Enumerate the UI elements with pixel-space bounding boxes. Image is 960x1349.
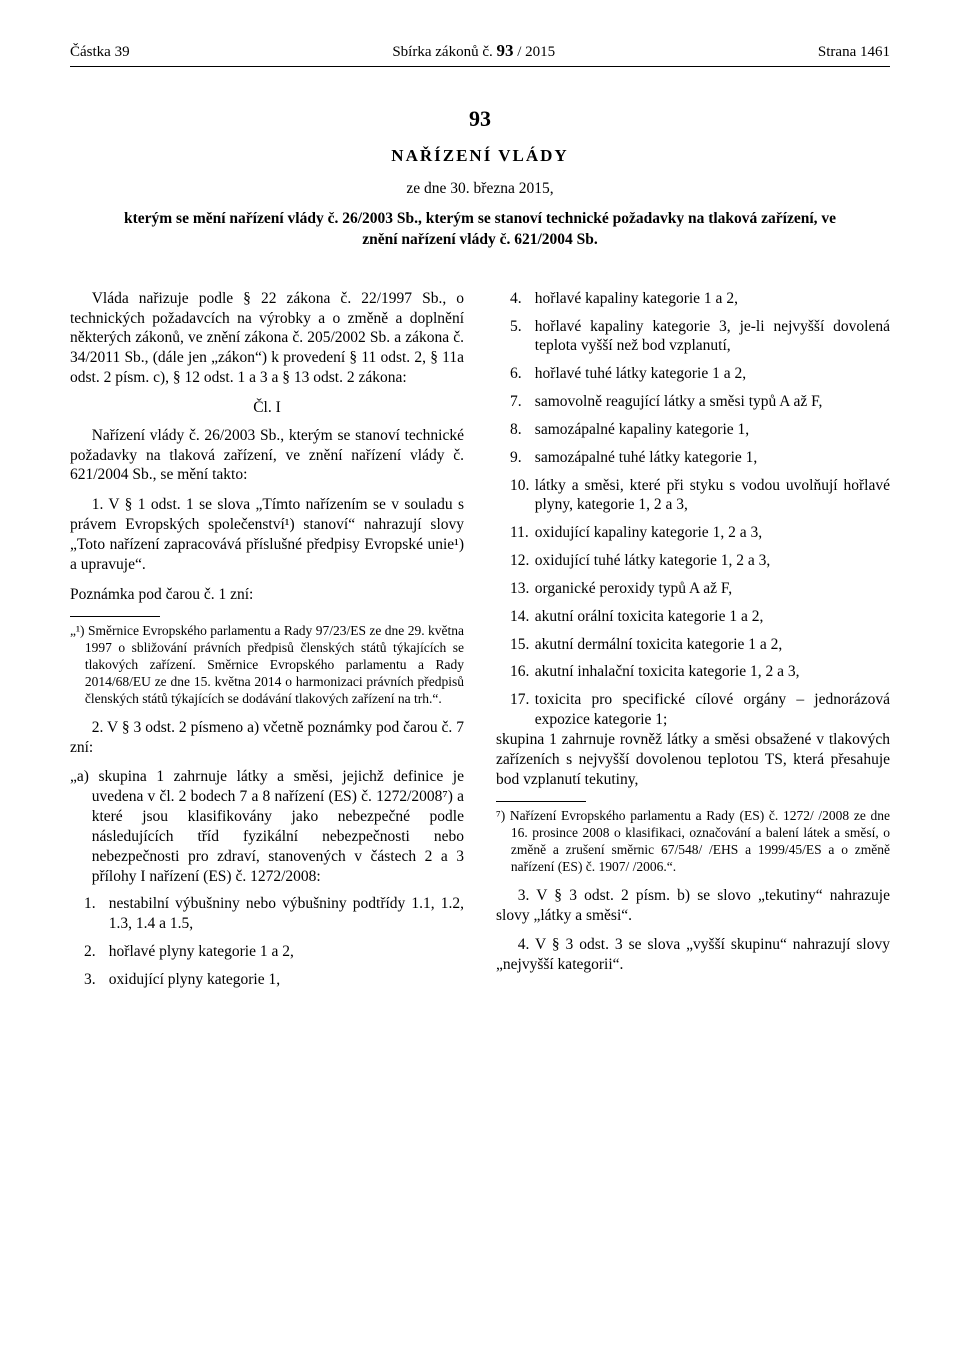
list-item: 10.látky a směsi, které při styku s vodo… [510, 476, 890, 516]
list-item: 1.nestabilní výbušniny nebo výbušniny po… [84, 894, 464, 934]
intro-paragraph: Vláda nařizuje podle § 22 zákona č. 22/1… [70, 289, 464, 388]
footnote-rule-7 [496, 801, 586, 802]
article-intro: Nařízení vlády č. 26/2003 Sb., kterým se… [70, 426, 464, 485]
amendment-point-2-intro: 2. V § 3 odst. 2 písmeno a) včetně pozná… [70, 718, 464, 758]
list-item: 7.samovolně reagující látky a směsi typů… [510, 392, 890, 412]
list-item: 4.hořlavé kapaliny kategorie 1 a 2, [510, 289, 890, 309]
list-item: 5.hořlavé kapaliny kategorie 3, je-li ne… [510, 317, 890, 357]
footnote-rule [70, 616, 160, 617]
list-item: 2.hořlavé plyny kategorie 1 a 2, [84, 942, 464, 962]
footnote-1: „¹) Směrnice Evropského parlamentu a Rad… [70, 623, 464, 707]
header-left: Částka 39 [70, 43, 130, 62]
document-date: ze dne 30. března 2015, [70, 179, 890, 199]
list-item: 12.oxidující tuhé látky kategorie 1, 2 a… [510, 551, 890, 571]
list-item: 9.samozápalné tuhé látky kategorie 1, [510, 448, 890, 468]
page-header: Částka 39 Sbírka zákonů č. 93 / 2015 Str… [70, 40, 890, 67]
list-item: 15.akutní dermální toxicita kategorie 1 … [510, 635, 890, 655]
header-right: Strana 1461 [818, 43, 890, 62]
list-item: 8.samozápalné kapaliny kategorie 1, [510, 420, 890, 440]
document-subject: kterým se mění nařízení vlády č. 26/2003… [120, 209, 840, 251]
body-columns: Vláda nařizuje podle § 22 zákona č. 22/1… [70, 289, 890, 996]
amendment-point-2a: „a) skupina 1 zahrnuje látky a směsi, je… [70, 767, 464, 886]
list-item: 17.toxicita pro specifické cílové orgány… [510, 690, 890, 730]
article-label: Čl. I [70, 398, 464, 418]
amendment-point-3: 3. V § 3 odst. 2 písm. b) se slovo „teku… [496, 886, 890, 926]
footnote-1-label: Poznámka pod čarou č. 1 zní: [70, 585, 464, 605]
document-number: 93 [70, 105, 890, 133]
list-item: 6.hořlavé tuhé látky kategorie 1 a 2, [510, 364, 890, 384]
list-item: 14.akutní orální toxicita kategorie 1 a … [510, 607, 890, 627]
list-item: 11.oxidující kapaliny kategorie 1, 2 a 3… [510, 523, 890, 543]
amendment-point-4: 4. V § 3 odst. 3 se slova „vyšší skupinu… [496, 935, 890, 975]
footnote-7: ⁷) Nařízení Evropského parlamentu a Rady… [496, 808, 890, 876]
document-title: NAŘÍZENÍ VLÁDY [70, 145, 890, 167]
list-item: 3.oxidující plyny kategorie 1, [84, 970, 464, 990]
list-tail: skupina 1 zahrnuje rovněž látky a směsi … [496, 730, 890, 789]
list-item: 13.organické peroxidy typů A až F, [510, 579, 890, 599]
amendment-point-1: 1. V § 1 odst. 1 se slova „Tímto nařízen… [70, 495, 464, 574]
header-center: Sbírka zákonů č. 93 / 2015 [392, 40, 555, 62]
list-item: 16.akutní inhalační toxicita kategorie 1… [510, 662, 890, 682]
